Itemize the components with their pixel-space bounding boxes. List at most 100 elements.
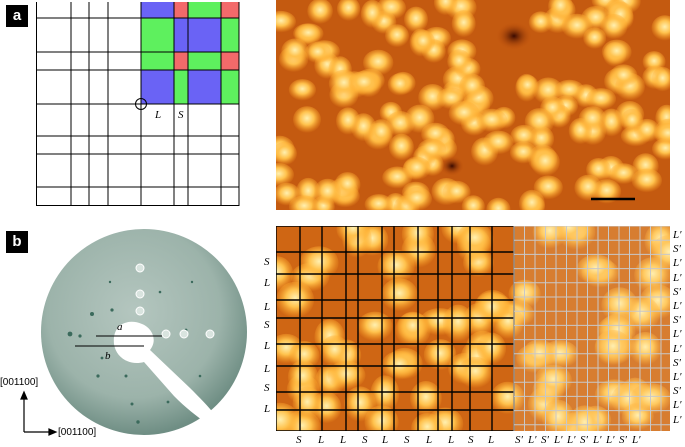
grid-label: S: [468, 434, 474, 446]
stm-adatom: [289, 341, 320, 370]
stm-adatom: [524, 108, 555, 136]
grid-label: L: [264, 403, 271, 415]
grid-label: S′: [673, 385, 681, 398]
stm-adatom: [287, 360, 319, 394]
stm-defect-pit: [440, 156, 464, 176]
stm-adatom: [594, 329, 632, 366]
stm-adatom: [601, 39, 632, 65]
grid-label: S: [264, 256, 270, 268]
stm-adatom: [364, 194, 393, 210]
grid-label: S′: [673, 356, 681, 369]
grid-label: S: [264, 319, 270, 331]
axis-label-vertical: [001100]: [0, 377, 39, 388]
grid-label: L: [488, 434, 495, 446]
stm-adatom: [534, 364, 572, 397]
grid-label: L′: [673, 328, 682, 341]
stm-adatom: [423, 339, 457, 371]
stm-adatom: [376, 0, 406, 20]
stm-adatom: [533, 77, 564, 105]
grid-label: S: [362, 434, 368, 446]
panel-b-label-a: a: [117, 321, 123, 333]
stm-adatom: [490, 381, 525, 415]
stm-adatom: [528, 11, 553, 34]
stm-adatom: [404, 6, 428, 33]
grid-label: L′: [632, 434, 641, 446]
panel-a-label-S: S: [178, 109, 184, 121]
grid-region-primed: [514, 226, 670, 431]
stm-adatom: [483, 130, 514, 155]
stm-adatom: [314, 178, 341, 206]
grid-label: L: [340, 434, 347, 446]
stm-adatom: [360, 0, 384, 29]
stm-adatom: [609, 64, 638, 88]
stm-adatom: [586, 158, 612, 182]
grid-label: L′: [673, 229, 682, 241]
stm-adatom: [486, 197, 511, 210]
grid-label: L′: [528, 434, 537, 446]
stm-adatom: [530, 147, 560, 177]
stm-adatom: [459, 73, 486, 100]
stm-adatom: [436, 87, 467, 110]
grid-label: S: [296, 434, 302, 446]
stm-adatom: [548, 0, 573, 21]
stm-adatom: [299, 246, 339, 280]
stm-adatom: [319, 335, 350, 367]
stm-adatom: [631, 168, 662, 193]
grid-label: L′: [673, 399, 682, 412]
panel-b-label-b: b: [105, 350, 111, 362]
stm-adatom: [281, 38, 309, 65]
stm-adatom: [304, 41, 331, 64]
stm-adatom: [417, 138, 447, 161]
panel-label-b: b: [6, 231, 28, 253]
grid-label: S′: [541, 434, 549, 446]
stm-adatom: [334, 172, 361, 198]
grid-label: S′: [515, 434, 523, 446]
panel-a-lattice-grid: [36, 2, 240, 206]
grid-label: S′: [580, 434, 588, 446]
grid-label: L′: [567, 434, 576, 446]
stm-adatom: [451, 10, 476, 38]
stm-adatom: [411, 413, 444, 431]
crystal-axes-arrows: [20, 390, 58, 436]
stm-adatom: [336, 226, 370, 245]
grid-label: S′: [673, 285, 681, 298]
stm-adatom: [447, 49, 472, 74]
stm-adatom: [348, 70, 380, 95]
grid-label: S: [404, 434, 410, 446]
grid-label: L′: [673, 342, 682, 355]
grid-label: L′: [673, 257, 682, 270]
stm-adatom: [442, 180, 471, 204]
grid-label: S′: [619, 434, 627, 446]
stm-adatom: [288, 195, 320, 210]
stm-adatom: [276, 10, 296, 33]
stm-adatom: [370, 375, 400, 412]
stm-adatom: [381, 278, 418, 312]
stm-adatom: [385, 24, 409, 48]
axis-label-horizontal: [001100]: [58, 427, 97, 438]
grid-label: L′: [554, 434, 563, 446]
stm-defect-pit: [496, 22, 532, 50]
stm-adatom: [363, 49, 394, 76]
leed-diffraction-pattern: [41, 229, 247, 435]
grid-label: L′: [673, 371, 682, 383]
stm-adatom: [442, 304, 474, 342]
stm-adatom: [288, 79, 316, 101]
stm-adatom: [293, 23, 324, 44]
grid-label: S: [264, 382, 270, 394]
grid-label: L: [448, 434, 455, 446]
stm-adatom: [609, 163, 638, 185]
stm-adatom: [629, 331, 662, 366]
stm-adatom: [433, 0, 458, 16]
stm-adatom: [401, 186, 432, 210]
grid-label: L′: [606, 434, 615, 446]
stm-adatom: [516, 74, 539, 97]
stm-adatom: [403, 156, 431, 180]
grid-label: S′: [673, 243, 681, 256]
stm-adatom: [458, 356, 493, 389]
stm-adatom: [456, 226, 494, 256]
stm-image-with-grid: [276, 226, 670, 431]
grid-label: L: [382, 434, 389, 446]
grid-label: L′: [673, 413, 682, 426]
stm-adatom: [509, 141, 537, 164]
stm-adatom: [600, 14, 628, 40]
